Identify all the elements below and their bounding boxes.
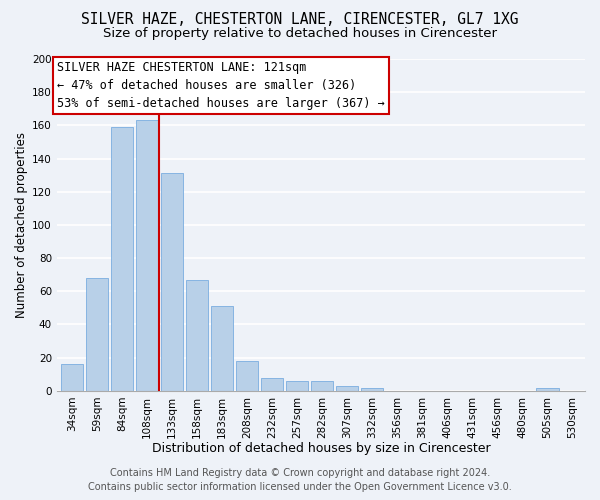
Text: Contains HM Land Registry data © Crown copyright and database right 2024.
Contai: Contains HM Land Registry data © Crown c…: [88, 468, 512, 492]
Bar: [211, 306, 233, 391]
Bar: [161, 174, 183, 391]
Bar: [110, 127, 133, 391]
Bar: [86, 278, 108, 391]
Bar: [261, 378, 283, 391]
Text: SILVER HAZE CHESTERTON LANE: 121sqm
← 47% of detached houses are smaller (326)
5: SILVER HAZE CHESTERTON LANE: 121sqm ← 47…: [57, 60, 385, 110]
Text: SILVER HAZE, CHESTERTON LANE, CIRENCESTER, GL7 1XG: SILVER HAZE, CHESTERTON LANE, CIRENCESTE…: [81, 12, 519, 28]
X-axis label: Distribution of detached houses by size in Cirencester: Distribution of detached houses by size …: [152, 442, 490, 455]
Bar: [186, 280, 208, 391]
Bar: [61, 364, 83, 391]
Y-axis label: Number of detached properties: Number of detached properties: [15, 132, 28, 318]
Bar: [136, 120, 158, 391]
Bar: [361, 388, 383, 391]
Bar: [236, 361, 259, 391]
Bar: [536, 388, 559, 391]
Bar: [286, 381, 308, 391]
Bar: [336, 386, 358, 391]
Text: Size of property relative to detached houses in Cirencester: Size of property relative to detached ho…: [103, 28, 497, 40]
Bar: [311, 381, 334, 391]
